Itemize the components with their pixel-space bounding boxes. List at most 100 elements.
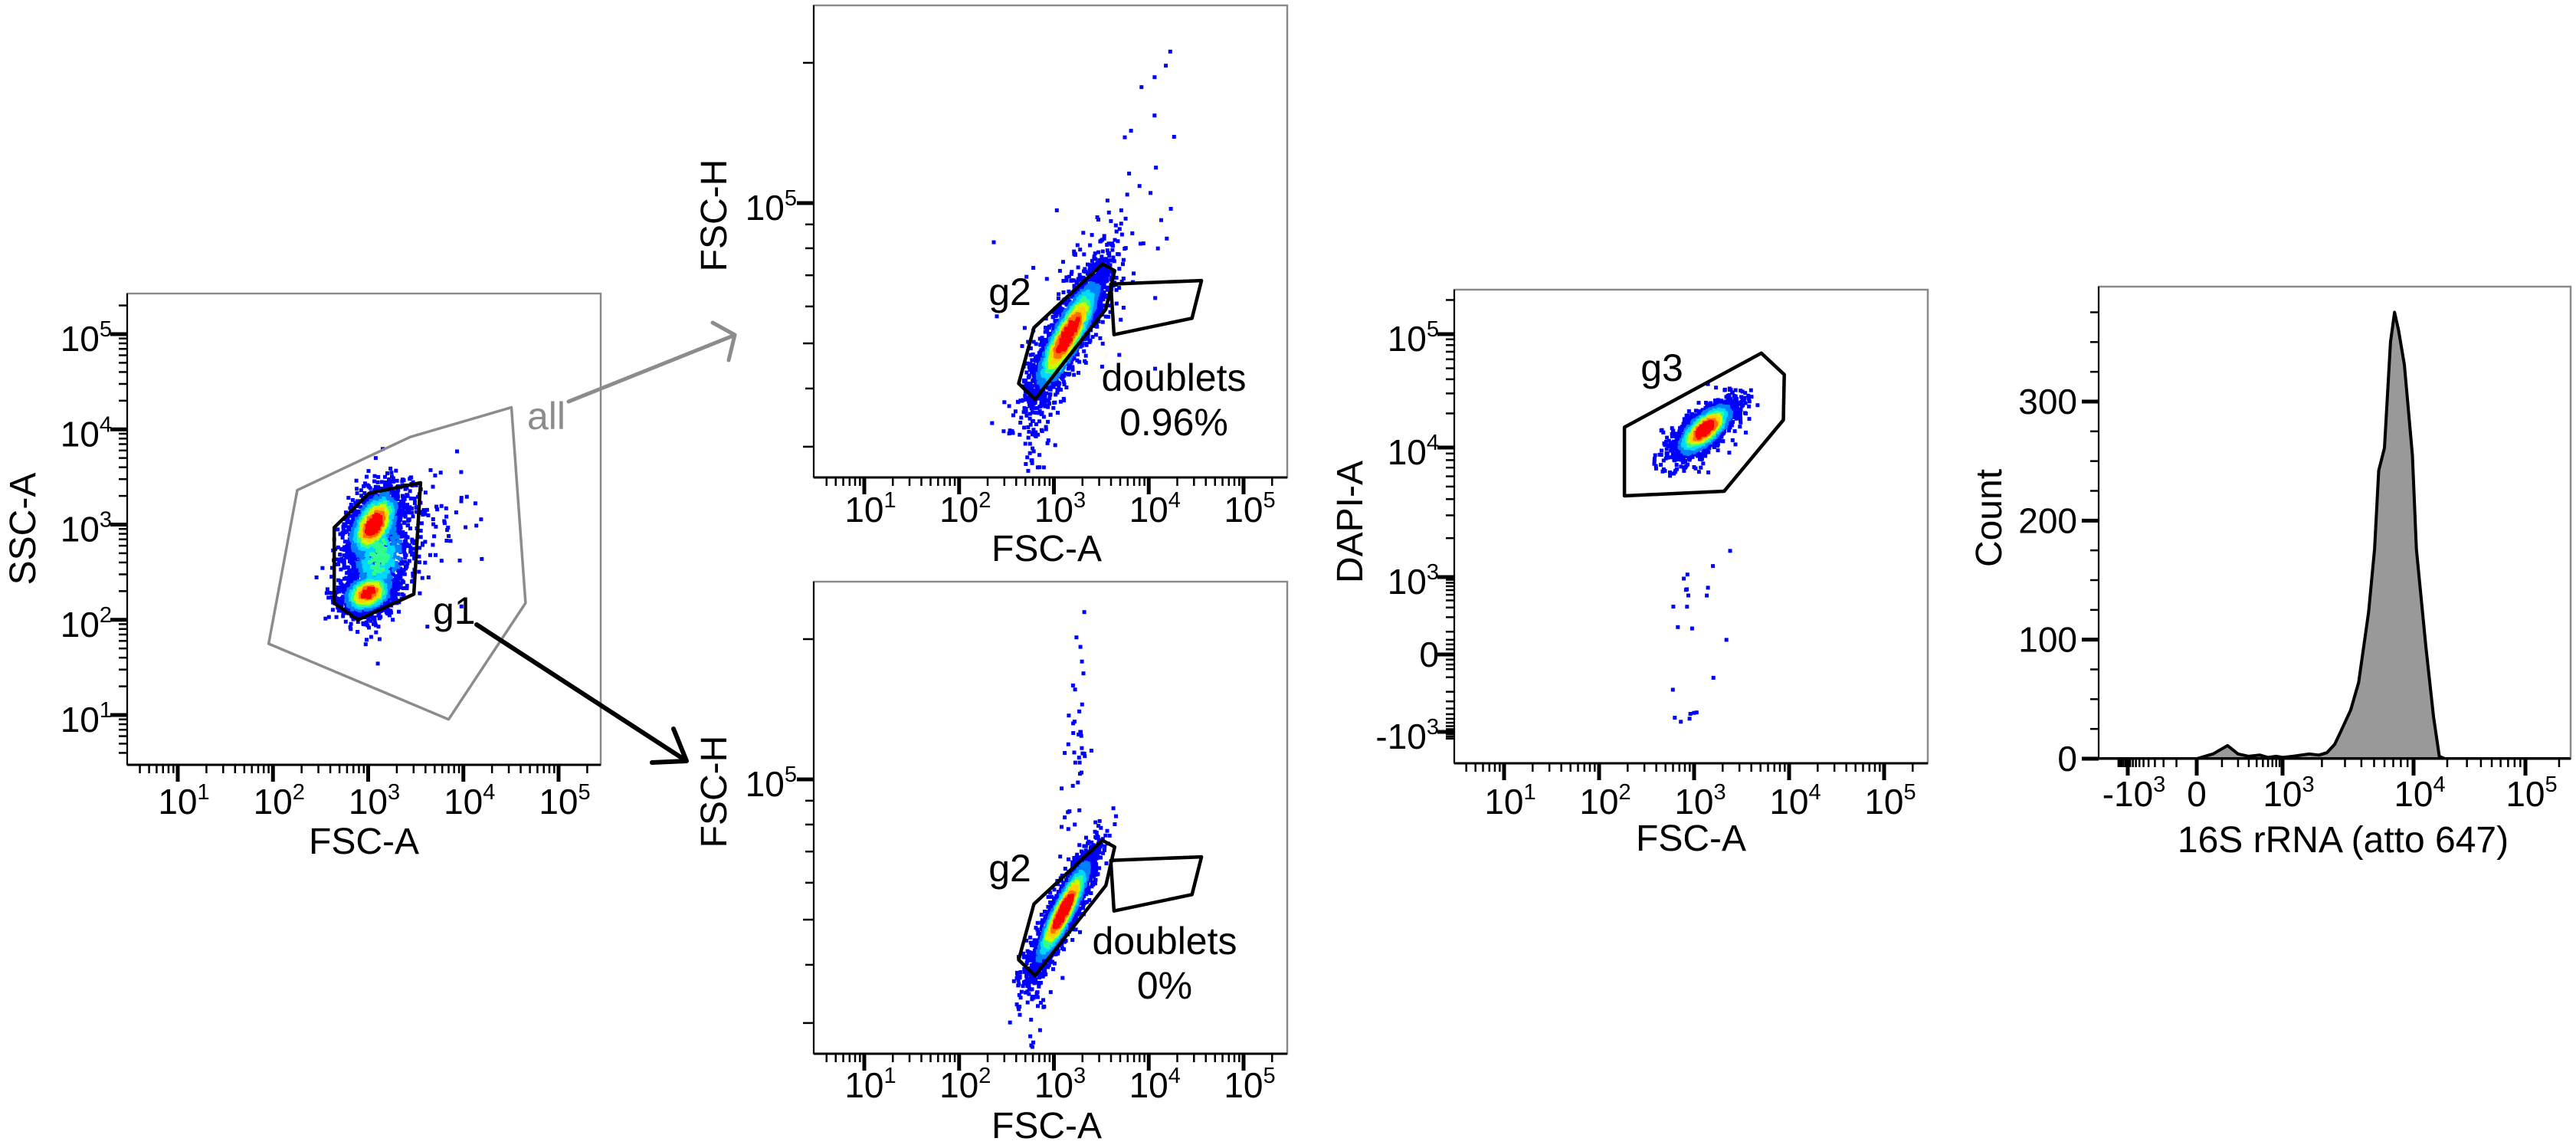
event-dot xyxy=(367,543,372,548)
event-dot xyxy=(387,506,392,510)
event-dot xyxy=(1111,255,1116,260)
event-dot xyxy=(391,556,395,561)
event-dot xyxy=(411,546,416,551)
event-dot xyxy=(1093,257,1098,261)
event-dot xyxy=(401,495,405,500)
event-dot xyxy=(479,517,483,522)
event-dot xyxy=(368,486,372,490)
event-dot xyxy=(373,622,378,625)
event-dot xyxy=(376,526,381,530)
event-dot xyxy=(342,563,346,566)
event-dot xyxy=(1002,400,1007,405)
event-dot xyxy=(388,551,393,556)
event-dot xyxy=(373,556,378,561)
event-dot xyxy=(1030,384,1034,389)
event-dot xyxy=(1122,247,1127,251)
event-dot xyxy=(1033,364,1037,369)
event-dot xyxy=(344,555,349,559)
event-dot xyxy=(1007,404,1011,408)
event-dot xyxy=(1121,257,1126,262)
event-dot xyxy=(1024,462,1028,466)
event-dot xyxy=(431,543,435,547)
event-dot xyxy=(369,573,374,578)
event-dot xyxy=(1039,401,1044,405)
event-dot xyxy=(362,490,367,495)
event-dot xyxy=(480,556,484,561)
event-dot xyxy=(379,549,384,554)
event-dot xyxy=(1037,336,1042,341)
event-dot xyxy=(355,545,359,549)
event-dot xyxy=(394,561,398,565)
event-dot xyxy=(386,550,391,555)
event-dot xyxy=(344,544,349,549)
event-dot xyxy=(388,555,392,559)
event-dot xyxy=(1043,399,1047,403)
event-dot xyxy=(359,554,364,559)
event-dot xyxy=(363,642,368,647)
event-dot xyxy=(356,593,360,598)
event-dot xyxy=(388,608,392,613)
event-dot xyxy=(376,474,381,479)
event-dot xyxy=(424,507,429,512)
event-dot xyxy=(399,532,404,536)
event-dot xyxy=(392,579,396,583)
event-dot xyxy=(435,507,440,512)
tick-label-base: 10 xyxy=(158,782,197,822)
event-dot xyxy=(387,557,392,562)
event-dot xyxy=(448,539,453,543)
gate-label-all: all xyxy=(527,395,565,438)
event-dot xyxy=(1010,429,1014,434)
event-dot xyxy=(366,469,371,474)
event-dot xyxy=(1037,411,1041,415)
event-dot xyxy=(403,556,408,560)
event-dot xyxy=(1153,296,1158,300)
event-dot xyxy=(1123,216,1128,221)
event-dot xyxy=(356,620,360,624)
event-dot xyxy=(1033,369,1037,373)
plot-area xyxy=(990,49,1204,473)
event-dot xyxy=(1081,333,1086,337)
event-dot xyxy=(1116,252,1120,257)
event-dot xyxy=(464,494,469,499)
event-dot xyxy=(1037,453,1042,458)
event-dot xyxy=(326,615,331,619)
event-dot xyxy=(1072,249,1077,254)
event-dot xyxy=(1035,354,1039,359)
event-dot xyxy=(365,474,369,479)
event-dot xyxy=(1107,254,1112,258)
event-dot xyxy=(1077,273,1082,277)
event-dot xyxy=(361,567,365,572)
event-dot xyxy=(1079,290,1083,295)
x-tick-label: 104 xyxy=(444,780,495,822)
event-dot xyxy=(395,568,400,572)
event-dot xyxy=(341,532,346,536)
event-dot xyxy=(362,533,367,538)
event-dot xyxy=(1093,274,1097,278)
event-dot xyxy=(393,491,398,496)
event-dot xyxy=(411,514,415,519)
event-dot xyxy=(1064,385,1069,390)
event-dot xyxy=(1061,379,1066,384)
event-dot xyxy=(380,546,385,550)
event-dot xyxy=(335,590,339,595)
event-dot xyxy=(358,531,362,535)
event-dot xyxy=(1059,372,1064,377)
event-dot xyxy=(418,560,421,565)
event-dot xyxy=(354,576,359,580)
event-dot xyxy=(384,610,388,615)
event-dot xyxy=(1028,362,1033,366)
event-dot xyxy=(1096,250,1101,254)
event-dot xyxy=(344,607,348,612)
event-dot xyxy=(368,526,372,531)
event-dot xyxy=(1149,191,1153,195)
event-dot xyxy=(1047,392,1052,397)
event-dot xyxy=(1082,252,1086,257)
event-dot xyxy=(378,503,382,508)
event-dot xyxy=(396,592,401,596)
event-dot xyxy=(434,524,438,529)
event-dot xyxy=(346,525,351,530)
event-dot xyxy=(1042,391,1046,395)
event-dot xyxy=(353,500,358,505)
event-dot xyxy=(1046,339,1050,344)
tick-label-exponent: 1 xyxy=(198,780,210,805)
